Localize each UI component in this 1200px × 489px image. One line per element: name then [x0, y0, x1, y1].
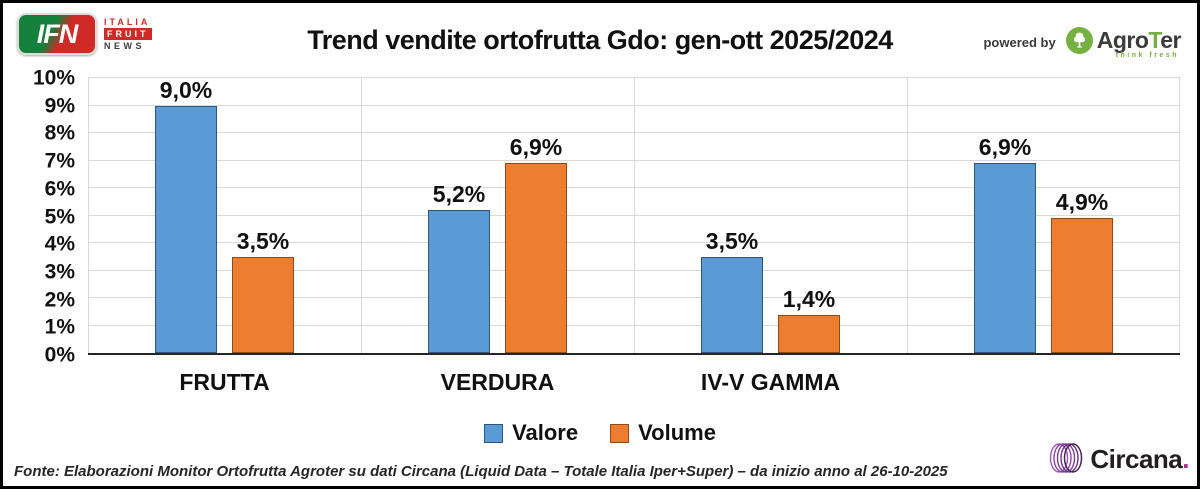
legend-swatch-volume: [610, 423, 630, 443]
gridline-horizontal: [88, 77, 1180, 78]
y-tick-label: 2%: [44, 288, 75, 312]
data-label-volume-1: 3,5%: [236, 227, 290, 254]
bar-group-frutta: 9,0% 3,5%: [88, 78, 361, 353]
category-label-3: IV-V GAMMA: [700, 369, 841, 395]
agroter-logo: AgroTer think fresh: [1065, 27, 1182, 59]
powered-by-block: powered by AgroTer think fresh: [983, 27, 1181, 59]
agroter-wordmark: AgroTer: [1096, 27, 1182, 53]
bar-valore-4: 6,9%: [974, 136, 1036, 353]
data-label-volume-2: 6,9%: [509, 134, 563, 161]
y-tick-label: 3%: [44, 260, 75, 284]
legend: Valore Volume: [3, 420, 1197, 446]
ifn-acronym: IFN: [36, 18, 78, 49]
legend-label-volume: Volume: [638, 420, 716, 445]
plot-area: 9,0% 3,5% 5,2% 6,9% 3,5% 1,4% 6,9% 4,9%: [88, 77, 1180, 355]
bar-group-unlabeled: 6,9% 4,9%: [907, 78, 1180, 353]
bar-volume-4: 4,9%: [1051, 191, 1113, 353]
data-label-valore-3: 3,5%: [705, 227, 759, 254]
y-tick-label: 4%: [44, 232, 75, 256]
bar-valore-2: 5,2%: [428, 183, 490, 353]
agroter-tree-icon: [1065, 27, 1093, 54]
legend-item-valore: Valore: [484, 420, 578, 446]
ifn-word-news: NEWS: [104, 41, 145, 51]
data-label-valore-2: 5,2%: [432, 181, 486, 207]
category-label-2: VERDURA: [440, 369, 555, 395]
y-axis: 0% 1% 2% 3% 4% 5% 6% 7% 8% 9% 10%: [3, 68, 81, 366]
bar-volume-1: 3,5%: [232, 229, 294, 353]
ifn-word-italia: ITALIA: [104, 17, 151, 27]
data-label-volume-4: 4,9%: [1055, 189, 1109, 216]
x-axis-category-labels: FRUTTA VERDURA IV-V GAMMA: [88, 369, 1180, 396]
y-tick-label: 0%: [44, 343, 75, 367]
data-label-volume-3: 1,4%: [782, 285, 836, 312]
y-tick-label: 6%: [44, 177, 75, 201]
powered-by-label: powered by: [983, 35, 1056, 50]
y-tick-label: 5%: [44, 205, 75, 228]
agroter-tagline: think fresh: [1115, 52, 1179, 59]
y-tick-label: 10%: [32, 66, 75, 90]
gridline-vertical: [634, 78, 635, 353]
circana-wordmark: Circana.: [1090, 444, 1189, 474]
circana-logo: Circana.: [1046, 438, 1189, 481]
ifn-badge: IFN: [17, 13, 97, 55]
y-tick-label: 9%: [44, 94, 75, 118]
gridline-vertical: [361, 78, 362, 353]
legend-swatch-valore: [484, 423, 504, 443]
ifn-logo: IFN ITALIA FRUIT NEWS: [17, 13, 152, 55]
y-tick-label: 7%: [44, 149, 75, 173]
chart-title: Trend vendite ortofrutta Gdo: gen-ott 20…: [307, 25, 893, 55]
bar-valore-1: 9,0%: [155, 78, 217, 353]
bar-group-iv-v-gamma: 3,5% 1,4%: [634, 78, 907, 353]
category-label-1: FRUTTA: [179, 369, 270, 395]
y-tick-label: 1%: [44, 315, 75, 339]
ifn-wordmark: ITALIA FRUIT NEWS: [104, 17, 152, 51]
data-label-valore-1: 9,0%: [159, 76, 213, 103]
circana-coil-icon: [1046, 438, 1088, 481]
gridline-vertical: [907, 78, 908, 353]
gridline-vertical: [88, 78, 89, 353]
category-label-4: [907, 369, 1180, 396]
bar-valore-3: 3,5%: [701, 229, 763, 353]
y-tick-label: 8%: [44, 121, 75, 145]
legend-item-volume: Volume: [610, 420, 716, 446]
source-note: Fonte: Elaborazioni Monitor Ortofrutta A…: [14, 463, 948, 480]
ifn-word-fruit: FRUIT: [104, 28, 152, 40]
legend-label-valore: Valore: [512, 420, 579, 445]
gridline-vertical: [1179, 78, 1180, 353]
data-label-valore-4: 6,9%: [978, 134, 1032, 161]
bar-volume-2: 6,9%: [505, 136, 567, 353]
bar-group-verdura: 5,2% 6,9%: [361, 78, 634, 353]
bar-volume-3: 1,4%: [778, 287, 840, 353]
